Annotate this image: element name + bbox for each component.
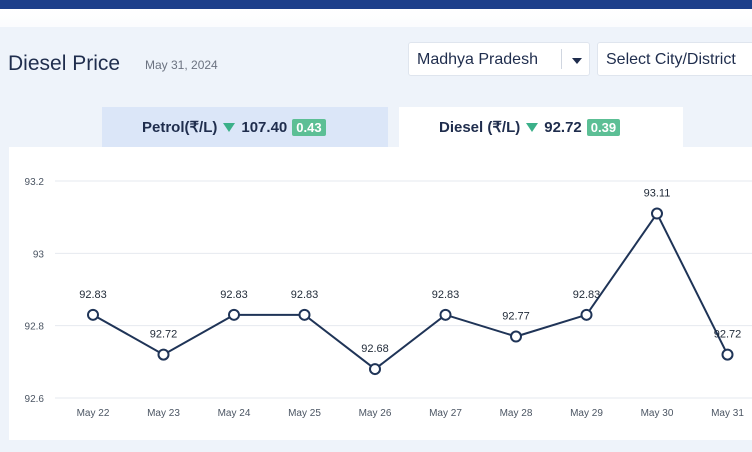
tab-diesel-change-badge: 0.39: [586, 118, 621, 136]
page-title: Diesel Price: [8, 52, 121, 75]
tab-petrol-change-badge: 0.43: [292, 118, 326, 136]
series-line: [92, 211, 729, 371]
data-label: 92.72: [714, 329, 742, 341]
tab-diesel-price: 92.72: [544, 118, 582, 136]
y-tick-label: 93.2: [25, 177, 45, 188]
data-point: [87, 308, 99, 321]
x-tick-label: May 26: [359, 408, 392, 419]
data-point: [721, 348, 734, 361]
chevron-down-icon[interactable]: [572, 58, 582, 64]
x-tick-label: May 25: [288, 408, 321, 419]
chart-panel: 93.2 93 92.8 92.6 May 22 May 23 May 24 May 25 Ma…: [9, 147, 752, 440]
city-select-placeholder: Select City/District: [606, 51, 736, 68]
state-select-value: Madhya Pradesh: [417, 51, 538, 68]
data-label: 92.77: [502, 311, 530, 323]
x-tick-label: May 28: [500, 408, 533, 419]
price-line-chart: 93.2 93 92.8 92.6 May 22 May 23 May 24 May 25 Ma…: [25, 177, 752, 419]
x-tick-label: May 22: [77, 408, 110, 419]
tab-diesel-label: Diesel (₹/L): [439, 119, 521, 136]
price-down-icon: [526, 122, 539, 132]
select-separator: [561, 49, 562, 69]
data-point: [228, 308, 240, 321]
x-tick-label: May 31: [711, 408, 744, 419]
x-tick-label: May 27: [429, 408, 462, 419]
data-point: [510, 330, 522, 343]
y-tick-label: 93: [33, 249, 45, 260]
x-tick-label: May 29: [570, 408, 603, 419]
tab-petrol-label: Petrol(₹/L): [142, 119, 218, 136]
x-tick-label: May 30: [641, 408, 674, 419]
data-label: 92.83: [432, 289, 460, 301]
city-select[interactable]: Select City/District: [597, 42, 752, 76]
data-point: [369, 363, 381, 376]
data-label: 92.83: [573, 289, 601, 301]
top-nav-bar: [0, 0, 752, 9]
data-point: [651, 207, 663, 220]
data-point: [580, 308, 593, 321]
x-tick-label: May 23: [147, 408, 180, 419]
tab-petrol-price: 107.40: [241, 118, 288, 136]
nav-shadow: [0, 9, 752, 27]
data-point: [157, 348, 170, 361]
data-label: 92.83: [79, 289, 107, 301]
page-date: May 31, 2024: [145, 58, 218, 72]
y-tick-label: 92.6: [25, 394, 45, 405]
x-tick-label: May 24: [218, 408, 251, 419]
data-point: [298, 308, 311, 321]
price-down-icon: [223, 122, 236, 132]
data-label: 93.11: [644, 188, 671, 200]
tab-diesel[interactable]: Diesel (₹/L) 92.72 0.39: [399, 107, 683, 147]
data-label: 92.83: [220, 289, 248, 301]
data-label: 92.83: [291, 289, 319, 301]
y-tick-label: 92.8: [25, 322, 45, 333]
data-label: 92.72: [150, 329, 178, 341]
state-select[interactable]: Madhya Pradesh: [408, 42, 590, 76]
tab-petrol[interactable]: Petrol(₹/L) 107.40 0.43: [102, 107, 388, 147]
data-point: [439, 308, 452, 321]
data-label: 92.68: [361, 343, 389, 355]
